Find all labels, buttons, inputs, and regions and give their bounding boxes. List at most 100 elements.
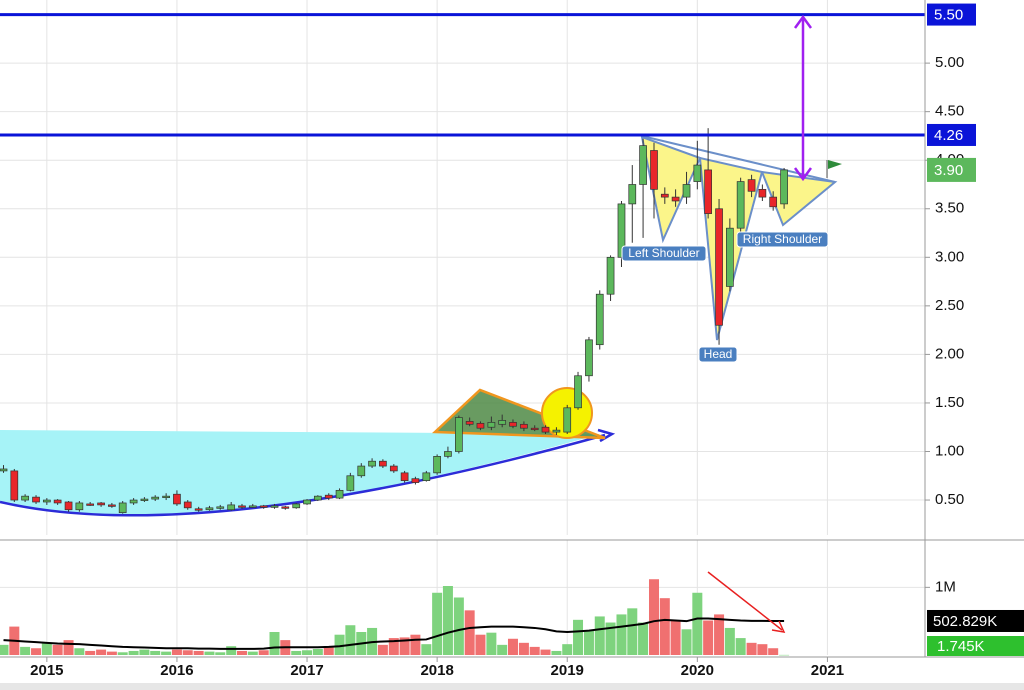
volume-bar <box>573 619 584 655</box>
volume-bar <box>269 632 280 655</box>
volume-bar <box>215 652 226 655</box>
volume-bar <box>20 646 31 655</box>
y-tick-label: 0.50 <box>935 491 964 508</box>
candle-body <box>660 193 669 198</box>
candle-body <box>411 478 420 483</box>
candle-body <box>238 505 246 508</box>
volume-bar <box>779 654 790 656</box>
volume-bar <box>562 644 573 655</box>
candle-body <box>227 504 236 511</box>
ma-label: 502.829K <box>933 613 997 630</box>
level-label-box <box>927 3 976 26</box>
candle-body <box>303 499 311 505</box>
volume-bar <box>692 592 703 655</box>
candle-body <box>324 494 333 499</box>
candle-body <box>541 426 550 433</box>
volume-bar <box>605 622 616 655</box>
candle-body <box>487 422 496 428</box>
volume-bar <box>323 646 334 655</box>
volume-bar <box>594 616 605 655</box>
volume-bar <box>377 644 388 655</box>
candle-body <box>140 498 149 501</box>
candle-body <box>780 169 788 205</box>
candle-body <box>530 427 539 431</box>
volume-bar <box>659 598 670 655</box>
y-tick-label: 1.50 <box>935 394 964 411</box>
candle-body <box>108 504 116 507</box>
last-price-box <box>927 157 976 182</box>
volume-bar <box>497 644 508 655</box>
candle-body <box>368 460 376 467</box>
candle-body <box>693 164 702 182</box>
volume-bar <box>768 648 779 655</box>
candle-body <box>736 181 745 229</box>
volume-bar <box>724 627 735 655</box>
volume-bar <box>421 644 432 655</box>
candle-body <box>151 496 160 500</box>
y-tick-label: 2.00 <box>935 345 964 362</box>
volume-bar <box>681 629 692 655</box>
volume-bar <box>345 625 356 655</box>
bottom-strip <box>0 683 1024 690</box>
volume-bar <box>703 620 714 655</box>
grid <box>0 0 925 655</box>
marks <box>0 13 925 656</box>
volume-bar <box>442 586 453 655</box>
annotation: Head <box>704 347 733 361</box>
candle-body <box>75 502 84 511</box>
candle-body <box>639 145 647 185</box>
candle-body <box>650 150 658 190</box>
volume-bar <box>312 648 323 655</box>
flag-icon <box>828 160 842 169</box>
candle-body <box>465 421 474 425</box>
volume-bar <box>627 608 638 655</box>
candle-body <box>292 503 301 509</box>
volume-bar <box>0 644 9 655</box>
volume-bar <box>161 651 172 655</box>
candle-body <box>357 465 366 477</box>
candle-body <box>747 179 756 192</box>
candle-body <box>21 495 29 501</box>
volume-bar <box>551 650 562 655</box>
annotation-box <box>736 231 829 248</box>
candle-body <box>726 227 734 287</box>
volume-bar <box>74 648 85 655</box>
candle-body <box>259 505 268 508</box>
volume-bar <box>204 651 215 655</box>
volume-bar <box>616 614 627 655</box>
volume-bar <box>291 650 302 655</box>
volume-bar <box>735 638 746 655</box>
candle-body <box>42 499 51 503</box>
annotation-box <box>698 346 738 363</box>
x-tick-label: 2016 <box>160 662 193 679</box>
volume-bar <box>475 634 486 655</box>
candle-body <box>10 470 19 501</box>
volume-bar <box>583 630 594 655</box>
candle-body <box>400 472 409 481</box>
volume-bar <box>193 650 204 655</box>
last-price-label: 3.90 <box>934 162 963 179</box>
y-tick-label: 5.00 <box>935 54 964 71</box>
candle-body <box>444 451 452 457</box>
candle-body <box>682 184 691 198</box>
candle-body <box>205 507 214 511</box>
volume-bar <box>507 638 518 655</box>
candle-body <box>715 208 723 326</box>
volume-bar <box>150 650 161 655</box>
candle-body <box>585 339 593 377</box>
cup-curve <box>0 433 606 517</box>
candle-body <box>422 472 431 481</box>
y-tick-label: 3.50 <box>935 200 964 217</box>
candle-body <box>628 184 637 205</box>
last-volume-label: 1.745K <box>937 638 985 655</box>
y-tick-label: 3.00 <box>935 248 964 265</box>
candle-body <box>97 502 105 506</box>
x-tick-label: 2019 <box>551 662 584 679</box>
volume-bar <box>41 642 52 655</box>
candle-body <box>704 169 712 214</box>
candle-body <box>476 422 485 429</box>
candle-body <box>248 505 257 508</box>
volume-bar <box>96 649 107 655</box>
volume-bar <box>453 597 464 655</box>
